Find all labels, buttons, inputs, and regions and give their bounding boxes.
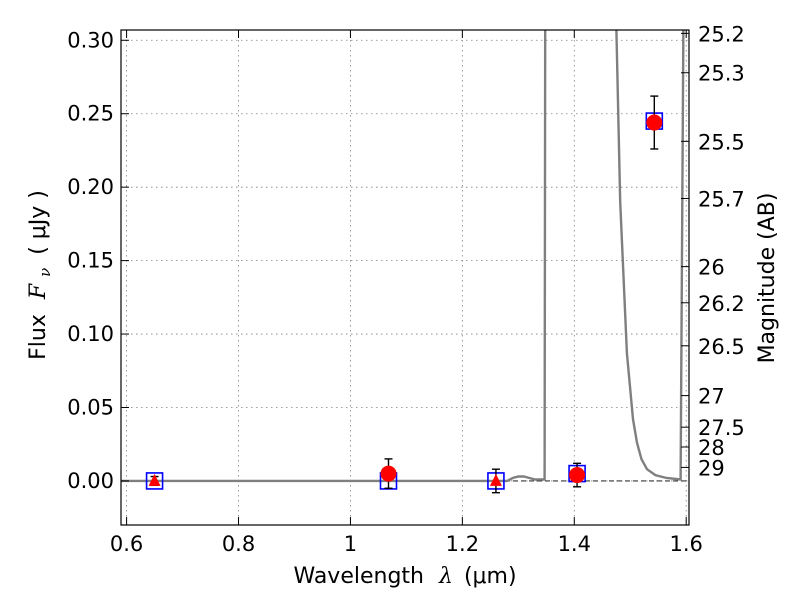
axes-frame — [120, 29, 690, 526]
y-tick-label: 0.10 — [67, 322, 114, 346]
red-triangle-marker — [489, 473, 502, 486]
y2-tick-label: 25.3 — [698, 62, 745, 86]
y-axis-title-unit: ( μJy ) — [26, 190, 51, 255]
x-axis-title-text: Wavelength — [293, 564, 424, 589]
x-tick-label: 0.8 — [222, 532, 255, 556]
x-tick-label: 0.6 — [110, 532, 143, 556]
y-tick-label: 0.25 — [67, 102, 114, 126]
x-axis-title-unit: (μm) — [464, 564, 517, 589]
x-tick-labels: 0.6 0.8 1 1.2 1.4 1.6 — [110, 532, 703, 556]
x-tick-label: 1.2 — [446, 532, 479, 556]
y2-tick-label: 29 — [698, 456, 725, 480]
y2-tick-label: 27 — [698, 385, 725, 409]
blue-square-marker — [145, 472, 164, 490]
y2-tick-label: 26.2 — [698, 292, 745, 316]
y-tick-label: 0.20 — [67, 175, 114, 199]
y-tick-label: 0.15 — [67, 249, 114, 273]
red-circle-marker — [646, 114, 663, 131]
x-tick-label: 1.6 — [669, 532, 702, 556]
y2-tick-label: 25.7 — [698, 187, 745, 211]
y2-tick-label: 26.5 — [698, 335, 745, 359]
y-tick-label: 0.05 — [67, 395, 114, 419]
model-curve — [121, 30, 685, 483]
y-tick-label: 0.30 — [67, 28, 114, 52]
y-tick-labels: 0.00 0.05 0.10 0.15 0.20 0.25 0.30 — [67, 28, 114, 493]
y-axis-title-subscript: ν — [36, 268, 54, 277]
red-circle-marker — [569, 467, 586, 484]
x-tick-label: 1.4 — [558, 532, 591, 556]
plot-area — [121, 30, 689, 494]
y2-tick-label: 28 — [698, 436, 725, 460]
x-axis-title: Wavelength λ (μm) — [293, 564, 516, 589]
y-tick-label: 0.00 — [67, 469, 114, 493]
tick-marks — [121, 30, 689, 525]
y2-tick-label: 27.5 — [698, 416, 745, 440]
red-triangle-marker — [148, 473, 161, 486]
grid — [121, 30, 689, 525]
y2-tick-label: 26 — [698, 256, 725, 280]
y-axis-title: Flux F ν ( μJy ) — [26, 190, 56, 360]
y-axis-title-symbol: F — [26, 283, 51, 300]
y-axis-title-text: Flux — [26, 314, 51, 360]
red-circle-marker — [380, 465, 397, 482]
x-tick-label: 1 — [344, 532, 357, 556]
y2-axis-title: Magnitude (AB) — [755, 193, 780, 364]
x-axis-title-symbol: λ — [438, 564, 453, 589]
y2-tick-label: 25.2 — [698, 22, 745, 46]
y2-tick-label: 25.5 — [698, 130, 745, 154]
